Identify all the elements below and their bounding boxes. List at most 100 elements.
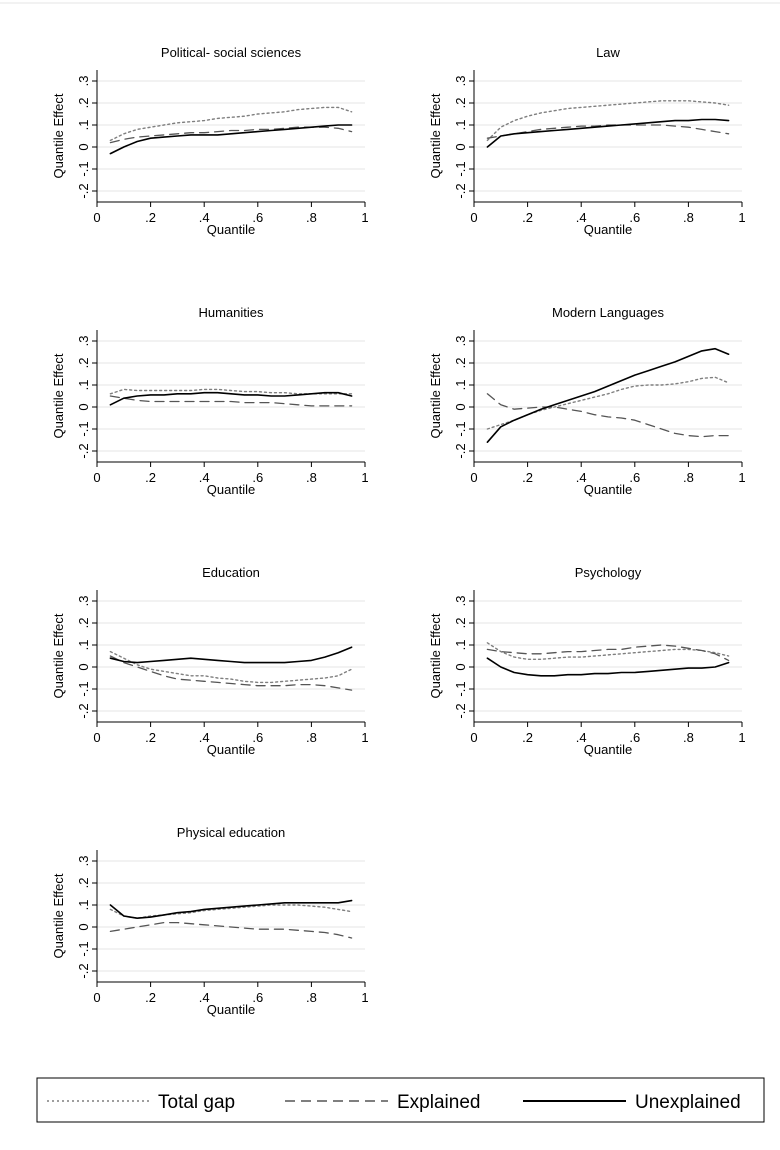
y-tick-label: 0: [76, 403, 91, 410]
y-tick-label: -.2: [76, 443, 91, 458]
x-tick-label: .8: [683, 470, 694, 485]
x-tick-label: .4: [199, 990, 210, 1005]
y-tick-label: 0: [453, 403, 468, 410]
panel-title: Political- social sciences: [161, 45, 302, 60]
x-tick-label: 0: [470, 210, 477, 225]
y-axis-title: Quantile Effect: [428, 613, 443, 698]
x-tick-label: .4: [199, 470, 210, 485]
legend-label-unexplained: Unexplained: [635, 1092, 741, 1113]
y-tick-label: .3: [76, 76, 91, 87]
y-axis-title: Quantile Effect: [428, 353, 443, 438]
x-tick-label: .2: [522, 470, 533, 485]
x-tick-label: .6: [629, 470, 640, 485]
y-tick-label: -.1: [76, 421, 91, 436]
y-axis-title: Quantile Effect: [51, 93, 66, 178]
y-tick-label: -.1: [76, 941, 91, 956]
x-tick-label: 0: [93, 730, 100, 745]
y-tick-label: 0: [453, 663, 468, 670]
panel-title: Humanities: [198, 305, 264, 320]
y-tick-label: .1: [76, 380, 91, 391]
x-axis-title: Quantile: [207, 1002, 255, 1017]
y-tick-label: .2: [453, 98, 468, 109]
y-tick-label: .2: [76, 618, 91, 629]
y-tick-label: .2: [76, 358, 91, 369]
x-tick-label: 1: [361, 990, 368, 1005]
y-tick-label: -.2: [76, 963, 91, 978]
x-tick-label: .6: [252, 730, 263, 745]
series-line-total-gap: [109, 106, 353, 142]
y-tick-label: .2: [453, 618, 468, 629]
x-tick-label: .2: [145, 470, 156, 485]
panel-education: -.2 -.1 0 .1 .2 .3 0 .2 .4 .6 .8 1 Quantile Quantile …: [51, 565, 369, 757]
x-axis-title: Quantile: [207, 222, 255, 237]
panel-modern-languages: -.2 -.1 0 .1 .2 .3 0 .2 .4 .6 .8 1 Quantile Quantile …: [428, 305, 746, 497]
y-tick-label: 0: [76, 923, 91, 930]
panel-political-social-sciences: -.2 -.1 0 .1 .2 .3 0 .2 .4 .6 .8 1 Quantile Quantile …: [51, 45, 369, 237]
y-tick-label: -.1: [453, 161, 468, 176]
x-tick-label: .8: [306, 470, 317, 485]
series-line-explained: [109, 921, 353, 939]
x-tick-label: .4: [576, 730, 587, 745]
series-line-unexplained: [486, 347, 730, 444]
legend-label-explained: Explained: [397, 1092, 480, 1113]
y-axis-title: Quantile Effect: [51, 873, 66, 958]
series-line-unexplained: [109, 124, 353, 155]
x-tick-label: .6: [252, 990, 263, 1005]
x-tick-label: .8: [306, 990, 317, 1005]
series-line-total-gap: [486, 100, 730, 142]
x-tick-label: 1: [361, 730, 368, 745]
legend-box: [36, 1077, 765, 1123]
y-tick-label: 0: [76, 663, 91, 670]
y-tick-label: -.2: [76, 703, 91, 718]
y-tick-label: -.1: [453, 421, 468, 436]
y-tick-label: .2: [76, 98, 91, 109]
x-tick-label: .6: [629, 210, 640, 225]
series-line-explained: [109, 655, 353, 691]
series-line-unexplained: [109, 646, 353, 664]
y-tick-label: -.1: [76, 681, 91, 696]
legend: Total gap Explained Unexplained: [36, 1077, 765, 1123]
x-axis-title: Quantile: [584, 222, 632, 237]
y-tick-label: .3: [453, 76, 468, 87]
legend-label-total-gap: Total gap: [158, 1092, 235, 1113]
series-line-unexplained: [486, 657, 730, 677]
panel-title: Physical education: [177, 825, 285, 840]
series-line-total-gap: [109, 904, 353, 919]
x-tick-label: 1: [738, 730, 745, 745]
panels: -.2 -.1 0 .1 .2 .3 0 .2 .4 .6 .8 1 Quantile Quantile …: [51, 45, 746, 1017]
x-tick-label: .6: [252, 470, 263, 485]
panel-psychology: -.2 -.1 0 .1 .2 .3 0 .2 .4 .6 .8 1 Quantile Quantile …: [428, 565, 746, 757]
x-tick-label: .8: [306, 730, 317, 745]
x-tick-label: 0: [93, 470, 100, 485]
panel-title: Law: [596, 45, 620, 60]
panel-humanities: -.2 -.1 0 .1 .2 .3 0 .2 .4 .6 .8 1 Quantile Quantile …: [51, 305, 369, 497]
x-tick-label: .2: [145, 210, 156, 225]
x-tick-label: .8: [683, 210, 694, 225]
series-line-total-gap: [486, 642, 730, 660]
x-axis-title: Quantile: [584, 482, 632, 497]
x-tick-label: 1: [361, 470, 368, 485]
panel-law: -.2 -.1 0 .1 .2 .3 0 .2 .4 .6 .8 1 Quantile Quantile …: [428, 45, 746, 237]
y-tick-label: .2: [76, 878, 91, 889]
panel-physical-education: -.2 -.1 0 .1 .2 .3 0 .2 .4 .6 .8 1 Quantile Quantile …: [51, 825, 369, 1017]
x-tick-label: .6: [629, 730, 640, 745]
y-tick-label: -.1: [76, 161, 91, 176]
y-axis-title: Quantile Effect: [428, 93, 443, 178]
y-tick-label: .3: [453, 336, 468, 347]
y-tick-label: -.2: [453, 703, 468, 718]
series-line-total-gap: [109, 650, 353, 684]
x-tick-label: 0: [93, 210, 100, 225]
series-line-explained: [486, 124, 730, 139]
x-axis-title: Quantile: [207, 482, 255, 497]
y-tick-label: .3: [453, 596, 468, 607]
y-tick-label: .1: [453, 640, 468, 651]
x-tick-label: .2: [145, 730, 156, 745]
x-tick-label: .4: [199, 210, 210, 225]
x-tick-label: 0: [93, 990, 100, 1005]
y-axis-title: Quantile Effect: [51, 613, 66, 698]
panel-title: Psychology: [575, 565, 642, 580]
x-tick-label: .2: [522, 730, 533, 745]
x-axis-title: Quantile: [207, 742, 255, 757]
